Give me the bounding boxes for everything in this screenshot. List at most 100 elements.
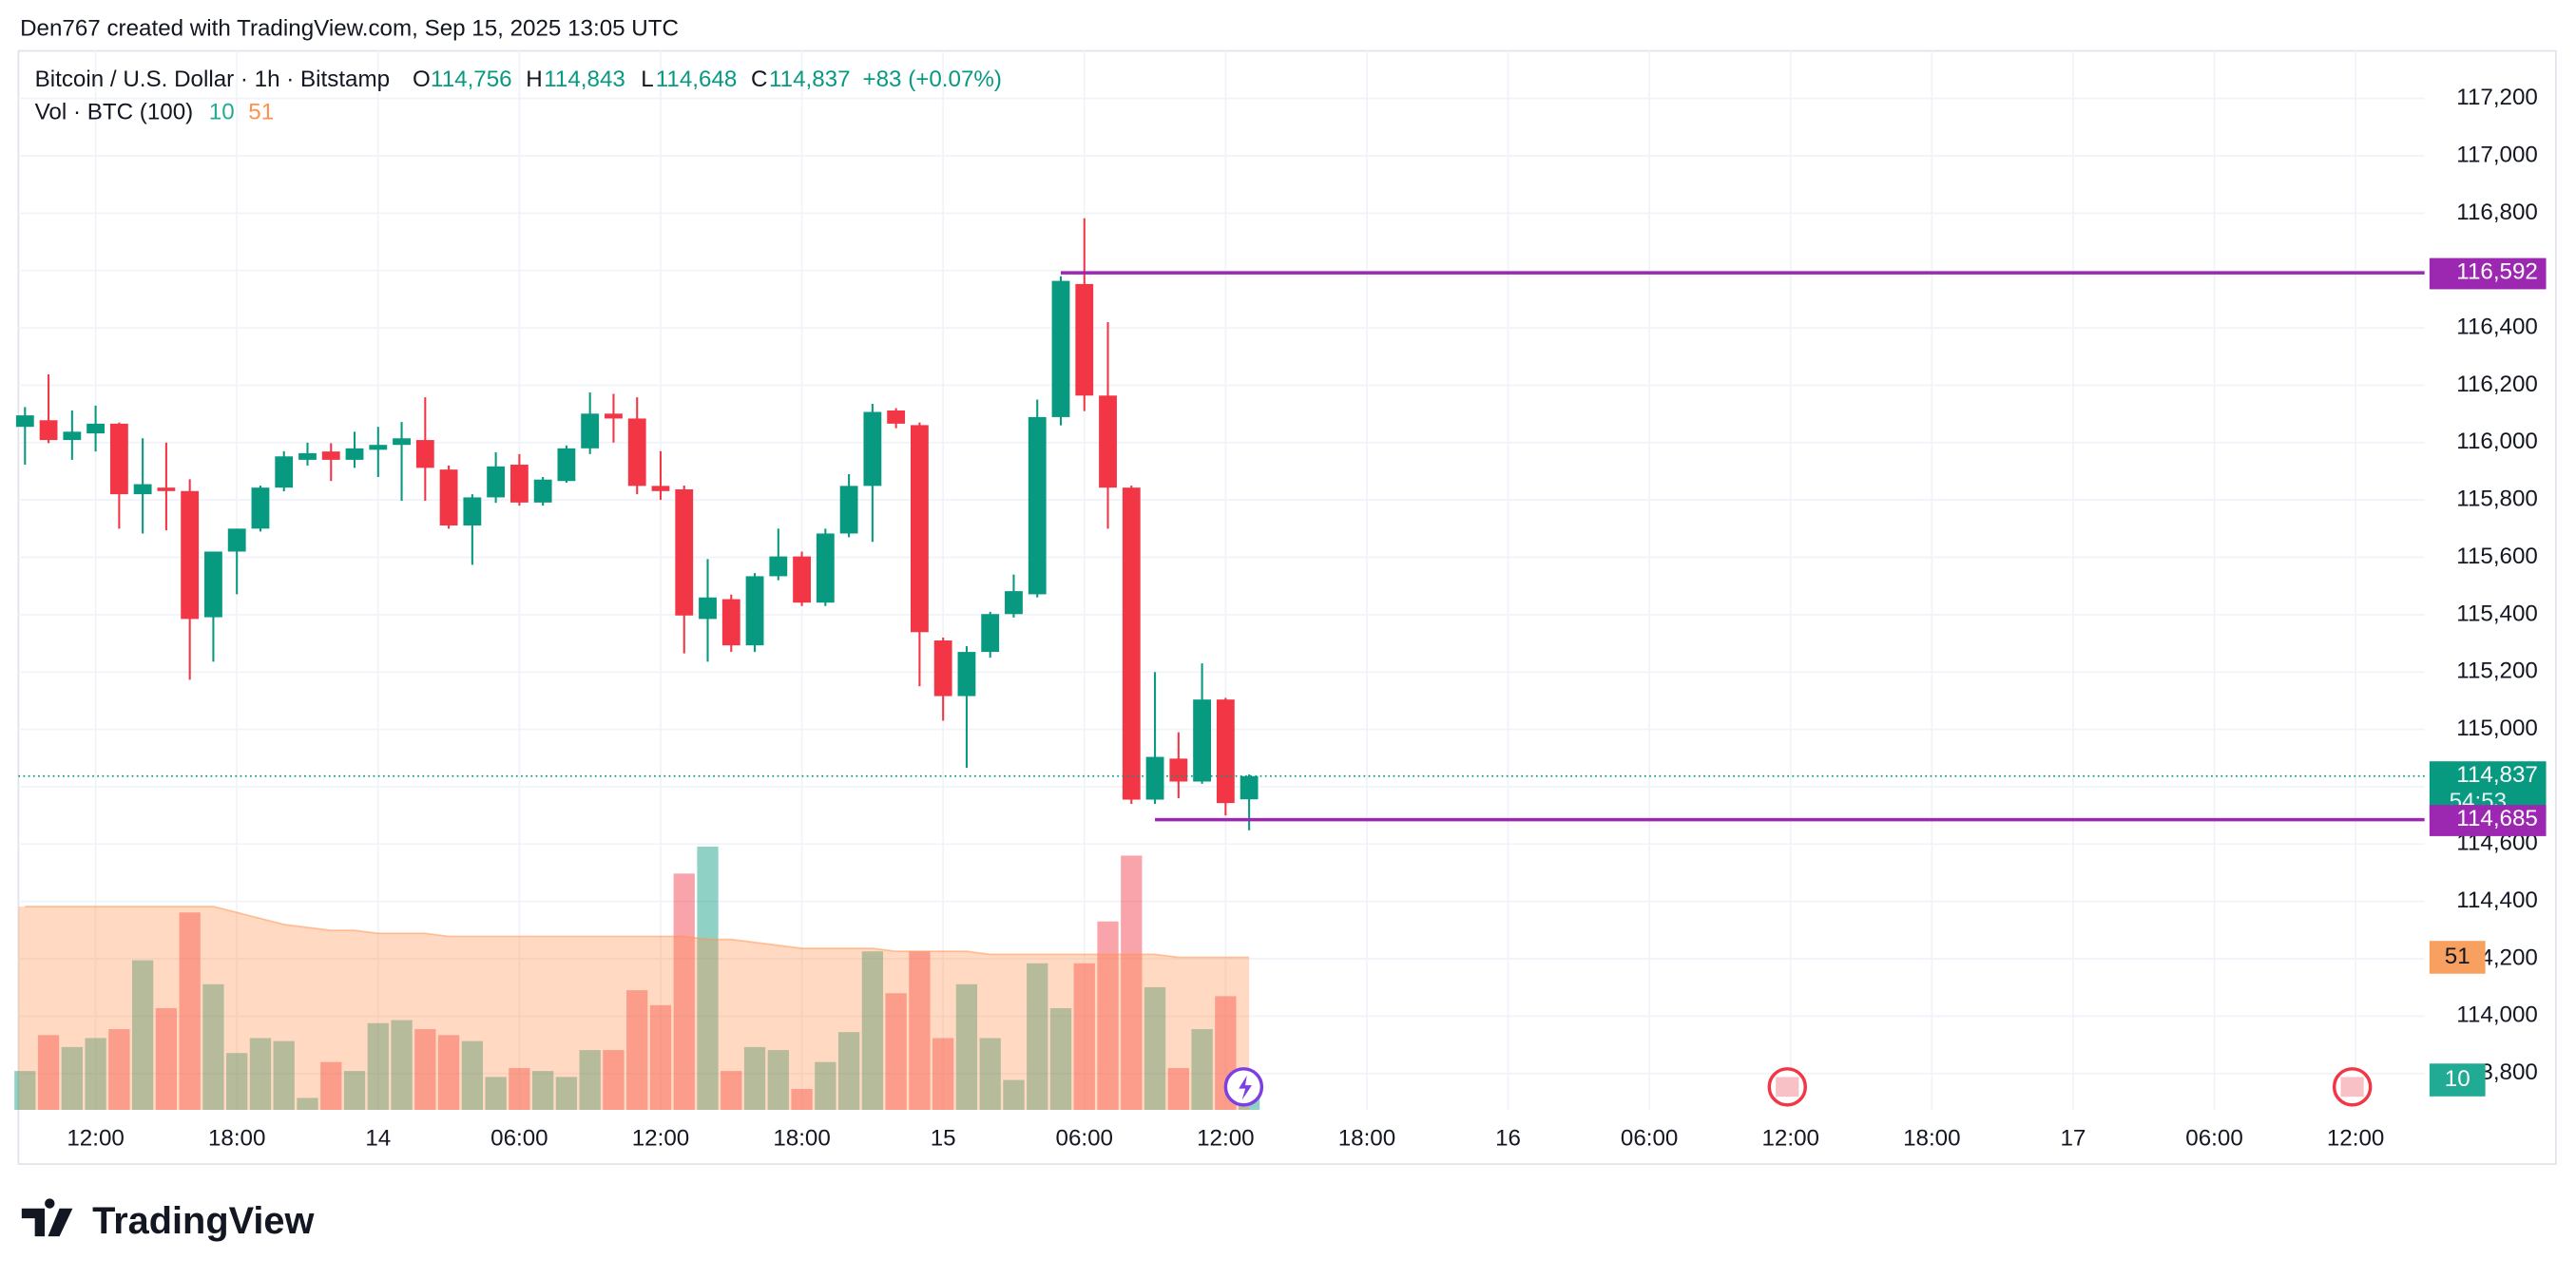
candle-body — [1145, 756, 1164, 800]
candle-body — [39, 420, 58, 441]
x-tick-label: 18:00 — [1338, 1126, 1396, 1152]
y-tick-label: 117,000 — [2456, 142, 2538, 167]
candle-body — [204, 551, 222, 618]
legend-label: L — [641, 67, 653, 92]
level-label-box — [2429, 805, 2547, 836]
volume-bar — [861, 951, 884, 1111]
volume-bar — [202, 983, 224, 1111]
level-label-box — [2429, 258, 2547, 290]
candle-body — [1028, 416, 1047, 595]
volume-bar — [1097, 921, 1119, 1111]
volume-bar — [179, 912, 201, 1111]
y-tick-label: 115,000 — [2456, 716, 2538, 741]
plot — [14, 218, 1260, 1111]
volume-ma-label-box — [2429, 941, 2486, 974]
candle-body — [133, 484, 152, 495]
candle-body — [1193, 699, 1212, 782]
volume-bar — [1073, 963, 1095, 1111]
y-tick-label: 115,800 — [2456, 487, 2538, 512]
x-tick-label: 12:00 — [67, 1126, 125, 1152]
volume-bar — [837, 1032, 860, 1111]
flag — [2340, 1077, 2364, 1098]
volume-bar — [297, 1098, 318, 1111]
x-tick-label: 12:00 — [2327, 1126, 2385, 1152]
y-tick-label: 114,400 — [2456, 888, 2538, 913]
volume-bar — [626, 990, 648, 1111]
volume-bar — [485, 1077, 507, 1111]
volume-bar — [414, 1029, 436, 1111]
volume-bar — [108, 1029, 130, 1111]
volume-title: Vol · BTC (100) — [35, 100, 194, 125]
candle-body — [369, 445, 388, 450]
candle-body — [487, 466, 506, 498]
y-tick-label: 116,200 — [2456, 372, 2538, 397]
candle-body — [957, 652, 976, 697]
legend-value: 114,648 — [656, 67, 738, 92]
candle-body — [793, 556, 811, 603]
candle-body — [675, 488, 694, 616]
volume-bar — [649, 1004, 672, 1111]
y-tick-label: 114,000 — [2456, 1002, 2538, 1028]
candle-body — [157, 487, 176, 491]
candle-body — [745, 576, 764, 646]
candle-body — [439, 469, 458, 526]
x-tick-label: 06:00 — [1056, 1126, 1113, 1152]
candle-body — [1005, 591, 1023, 615]
volume-bar — [437, 1035, 460, 1111]
y-tick-label: 117,200 — [2456, 85, 2538, 110]
x-tick-label: 12:00 — [1761, 1126, 1819, 1152]
volume-bar — [1167, 1067, 1189, 1111]
candle-body — [910, 425, 929, 633]
volume-bar — [320, 1061, 342, 1111]
volume-bar — [461, 1040, 483, 1111]
legend-change: +83 (+0.07%) — [862, 67, 1001, 92]
flag — [1776, 1077, 1799, 1098]
volume-bar — [603, 1050, 625, 1111]
volume-bar — [37, 1035, 60, 1111]
event-icon-glyph — [1239, 1075, 1252, 1100]
candle-body — [1051, 280, 1070, 417]
candle-body — [109, 423, 128, 495]
candle-body — [298, 452, 317, 460]
candle-body — [769, 556, 788, 577]
volume-bar — [885, 993, 907, 1111]
x-tick-label: 18:00 — [208, 1126, 266, 1152]
chart-frame — [17, 49, 2557, 1165]
volume-bar — [721, 1071, 742, 1111]
volume-bar — [273, 1040, 295, 1111]
candle-body — [87, 423, 106, 434]
volume-bar — [1049, 1007, 1072, 1111]
candle-body — [627, 418, 646, 487]
volume-bar — [391, 1020, 413, 1111]
y-tick-label: 116,000 — [2456, 429, 2538, 454]
x-tick-label: 06:00 — [490, 1126, 548, 1152]
volume-bar — [815, 1061, 836, 1111]
candle-body — [1099, 395, 1117, 488]
legend-label: O — [413, 67, 431, 92]
symbol-title: Bitcoin / U.S. Dollar · 1h · Bitstamp — [35, 67, 390, 92]
y-tick-label: 115,200 — [2456, 659, 2538, 684]
candle-body — [839, 486, 858, 534]
candle-body — [605, 413, 623, 419]
logo-text: TradingView — [92, 1200, 314, 1242]
candle-body — [275, 456, 294, 488]
price-label: 114,837 — [2456, 762, 2538, 788]
volume-bar — [1003, 1079, 1025, 1111]
x-tick-label: 12:00 — [1197, 1126, 1255, 1152]
candle-body — [557, 448, 576, 482]
candle-body — [581, 413, 600, 449]
volume-bar — [367, 1022, 389, 1111]
volume-bar — [532, 1071, 554, 1111]
volume-bar — [767, 1050, 789, 1111]
x-tick-label: 12:00 — [632, 1126, 690, 1152]
volume-bar — [85, 1038, 106, 1111]
candle-body — [863, 411, 882, 487]
candle-body — [509, 465, 529, 503]
candle-body — [463, 497, 482, 526]
volume-bar — [509, 1067, 530, 1111]
volume-ma-value: 51 — [248, 100, 274, 125]
candle-body — [181, 490, 200, 620]
